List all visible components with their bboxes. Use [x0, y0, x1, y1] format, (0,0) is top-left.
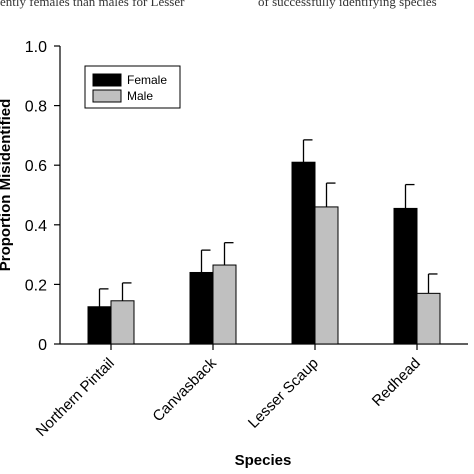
y-tick-label-3: 0.6	[25, 158, 47, 175]
y-tick-label-0: 0	[38, 337, 47, 354]
y-tick-label-1: 0.2	[25, 277, 47, 294]
y-tick-label-5: 1.0	[25, 39, 47, 56]
bar-female-0	[87, 306, 112, 345]
legend-label-female: Female	[127, 73, 167, 87]
bar-female-3	[393, 207, 418, 345]
legend-swatch-female	[92, 73, 122, 87]
bar-female-1	[189, 271, 214, 345]
x-tick-label-0: Northern Pintail	[33, 355, 118, 440]
legend-swatch-male	[92, 89, 122, 103]
header-text-left: ently females than males for Lesser	[0, 0, 185, 9]
legend: Female Male	[84, 65, 181, 109]
bar-female-2	[291, 161, 316, 345]
bar-male-3	[416, 292, 441, 345]
x-tick-label-3: Redhead	[369, 355, 424, 410]
y-axis-title: Proportion Misidentified	[0, 99, 14, 272]
bar-male-2	[314, 206, 339, 345]
y-tick-label-4: 0.8	[25, 99, 47, 116]
legend-label-male: Male	[127, 89, 153, 103]
bar-male-0	[110, 300, 135, 345]
x-tick-label-1: Canvasback	[149, 354, 220, 425]
x-tick-label-2: Lesser Scaup	[245, 355, 322, 432]
x-axis-title: Species	[235, 452, 292, 469]
y-tick-label-2: 0.4	[25, 218, 47, 235]
bar-male-1	[212, 264, 237, 345]
header-text-right: of successfully identifying species	[258, 0, 437, 9]
